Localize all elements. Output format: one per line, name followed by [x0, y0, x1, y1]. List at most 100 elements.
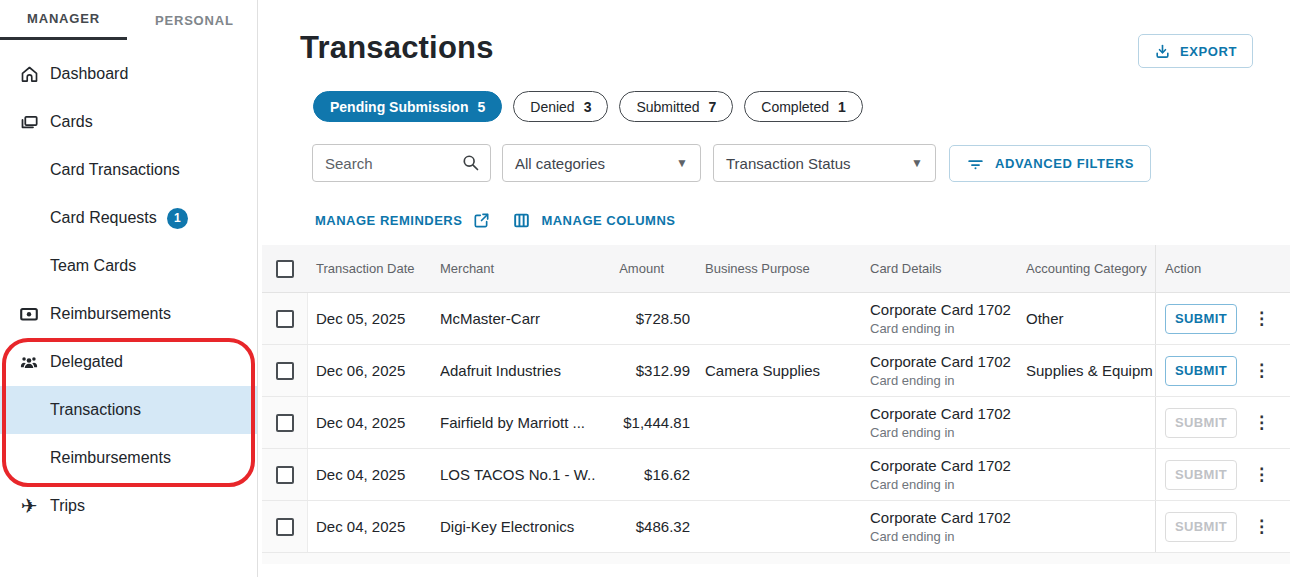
- category-dropdown-value: All categories: [515, 155, 605, 172]
- submit-button[interactable]: SUBMIT: [1165, 304, 1237, 334]
- table-header-row: Transaction Date Merchant Amount Busines…: [262, 245, 1290, 293]
- cell-business-purpose: [690, 293, 870, 344]
- chip-label: Submitted: [636, 99, 699, 115]
- chevron-down-icon: ▼: [676, 156, 688, 170]
- column-header-transaction-date: Transaction Date: [308, 245, 440, 292]
- sidebar-item-label: Cards: [50, 113, 93, 131]
- cell-amount: $728.50: [595, 293, 690, 344]
- card-sub: Card ending in: [870, 320, 1011, 338]
- cell-card-details: Corporate Card 1702 Card ending in: [870, 501, 1026, 552]
- plane-icon: ✈: [18, 495, 40, 517]
- kebab-menu-icon[interactable]: ⋮: [1250, 464, 1273, 485]
- row-checkbox[interactable]: [276, 518, 294, 536]
- sidebar-item-label: Card Requests: [50, 209, 157, 227]
- table-toolbar: MANAGE REMINDERS MANAGE COLUMNS: [315, 211, 1290, 230]
- manage-reminders-link[interactable]: MANAGE REMINDERS: [315, 213, 462, 228]
- sidebar-item-card-requests[interactable]: Card Requests 1: [0, 194, 257, 242]
- submit-button[interactable]: SUBMIT: [1165, 408, 1237, 438]
- kebab-menu-icon[interactable]: ⋮: [1250, 308, 1273, 329]
- table-row: Dec 06, 2025 Adafruit Industries $312.99…: [262, 345, 1290, 397]
- cell-card-details: Corporate Card 1702 Card ending in: [870, 449, 1026, 500]
- sidebar-item-delegated-transactions[interactable]: Transactions: [0, 386, 257, 434]
- sidebar-item-delegated-reimbursements[interactable]: Reimbursements: [0, 434, 257, 482]
- chip-pending-submission[interactable]: Pending Submission 5: [313, 91, 502, 122]
- export-button[interactable]: EXPORT: [1138, 34, 1253, 68]
- sidebar-item-cards[interactable]: Cards: [0, 98, 257, 146]
- advanced-filters-button[interactable]: ADVANCED FILTERS: [949, 145, 1151, 182]
- card-sub: Card ending in: [870, 528, 1011, 546]
- cell-action: SUBMIT ⋮: [1155, 293, 1290, 344]
- kebab-menu-icon[interactable]: ⋮: [1250, 516, 1273, 537]
- cell-amount: $312.99: [595, 345, 690, 396]
- sidebar-item-dashboard[interactable]: Dashboard: [0, 50, 257, 98]
- cell-amount: $1,444.81: [595, 397, 690, 448]
- sidebar-item-team-cards[interactable]: Team Cards: [0, 242, 257, 290]
- cell-transaction-date: Dec 04, 2025: [308, 449, 440, 500]
- columns-icon: [512, 211, 531, 230]
- chevron-down-icon: ▼: [911, 156, 923, 170]
- row-checkbox[interactable]: [276, 466, 294, 484]
- card-sub: Card ending in: [870, 476, 1011, 494]
- table-row: Dec 04, 2025 Fairfield by Marriott ... $…: [262, 397, 1290, 449]
- chip-count: 3: [584, 99, 592, 115]
- chip-count: 1: [838, 99, 846, 115]
- table-row: Dec 04, 2025 Digi-Key Electronics $486.3…: [262, 501, 1290, 553]
- column-header-action: Action: [1155, 245, 1290, 292]
- chip-label: Pending Submission: [330, 99, 468, 115]
- cell-merchant: Adafruit Industries: [440, 345, 595, 396]
- category-dropdown[interactable]: All categories ▼: [502, 144, 701, 182]
- row-checkbox[interactable]: [276, 362, 294, 380]
- submit-button[interactable]: SUBMIT: [1165, 512, 1237, 542]
- transactions-table: Transaction Date Merchant Amount Busines…: [262, 245, 1290, 564]
- sidebar-item-delegated[interactable]: Delegated: [0, 338, 257, 386]
- tab-manager[interactable]: MANAGER: [0, 0, 127, 40]
- cell-merchant: Digi-Key Electronics: [440, 501, 595, 552]
- cell-business-purpose: [690, 501, 870, 552]
- export-label: EXPORT: [1180, 44, 1237, 59]
- people-icon: [18, 351, 40, 373]
- submit-button[interactable]: SUBMIT: [1165, 460, 1237, 490]
- card-name: Corporate Card 1702: [870, 352, 1011, 372]
- external-link-icon: [472, 211, 491, 230]
- sidebar-nav: Dashboard Cards Card Transactions Card R…: [0, 50, 257, 530]
- card-requests-badge: 1: [167, 208, 188, 229]
- row-checkbox[interactable]: [276, 414, 294, 432]
- table-row: Dec 05, 2025 McMaster-Carr $728.50 Corpo…: [262, 293, 1290, 345]
- cell-card-details: Corporate Card 1702 Card ending in: [870, 345, 1026, 396]
- row-checkbox[interactable]: [276, 310, 294, 328]
- cell-merchant: Fairfield by Marriott ...: [440, 397, 595, 448]
- table-body: Dec 05, 2025 McMaster-Carr $728.50 Corpo…: [262, 293, 1290, 553]
- transaction-status-dropdown[interactable]: Transaction Status ▼: [713, 144, 936, 182]
- sidebar: MANAGER PERSONAL Dashboard Cards Card Tr…: [0, 0, 258, 577]
- advanced-filters-label: ADVANCED FILTERS: [995, 156, 1134, 171]
- cell-card-details: Corporate Card 1702 Card ending in: [870, 293, 1026, 344]
- kebab-menu-icon[interactable]: ⋮: [1250, 360, 1273, 381]
- cell-accounting-category: [1026, 397, 1155, 448]
- select-all-checkbox[interactable]: [276, 260, 294, 278]
- manage-columns-link[interactable]: MANAGE COLUMNS: [541, 213, 675, 228]
- cell-card-details: Corporate Card 1702 Card ending in: [870, 397, 1026, 448]
- kebab-menu-icon[interactable]: ⋮: [1250, 412, 1273, 433]
- cell-action: SUBMIT ⋮: [1155, 345, 1290, 396]
- sidebar-item-reimbursements[interactable]: Reimbursements: [0, 290, 257, 338]
- cards-icon: [18, 111, 40, 133]
- cell-accounting-category: [1026, 449, 1155, 500]
- chip-submitted[interactable]: Submitted 7: [619, 91, 733, 122]
- chip-denied[interactable]: Denied 3: [513, 91, 608, 122]
- card-name: Corporate Card 1702: [870, 508, 1011, 528]
- table-row: Dec 04, 2025 LOS TACOS No.1 - W... $16.6…: [262, 449, 1290, 501]
- card-name: Corporate Card 1702: [870, 456, 1011, 476]
- sidebar-tabs: MANAGER PERSONAL: [0, 0, 257, 40]
- column-header-card-details: Card Details: [870, 245, 1026, 292]
- sidebar-item-trips[interactable]: ✈ Trips: [0, 482, 257, 530]
- cell-business-purpose: [690, 449, 870, 500]
- cell-transaction-date: Dec 05, 2025: [308, 293, 440, 344]
- cell-action: SUBMIT ⋮: [1155, 501, 1290, 552]
- chip-completed[interactable]: Completed 1: [744, 91, 863, 122]
- page-title: Transactions: [300, 30, 494, 66]
- sidebar-item-card-transactions[interactable]: Card Transactions: [0, 146, 257, 194]
- cell-merchant: McMaster-Carr: [440, 293, 595, 344]
- chip-label: Completed: [761, 99, 829, 115]
- submit-button[interactable]: SUBMIT: [1165, 356, 1237, 386]
- tab-personal[interactable]: PERSONAL: [127, 0, 234, 40]
